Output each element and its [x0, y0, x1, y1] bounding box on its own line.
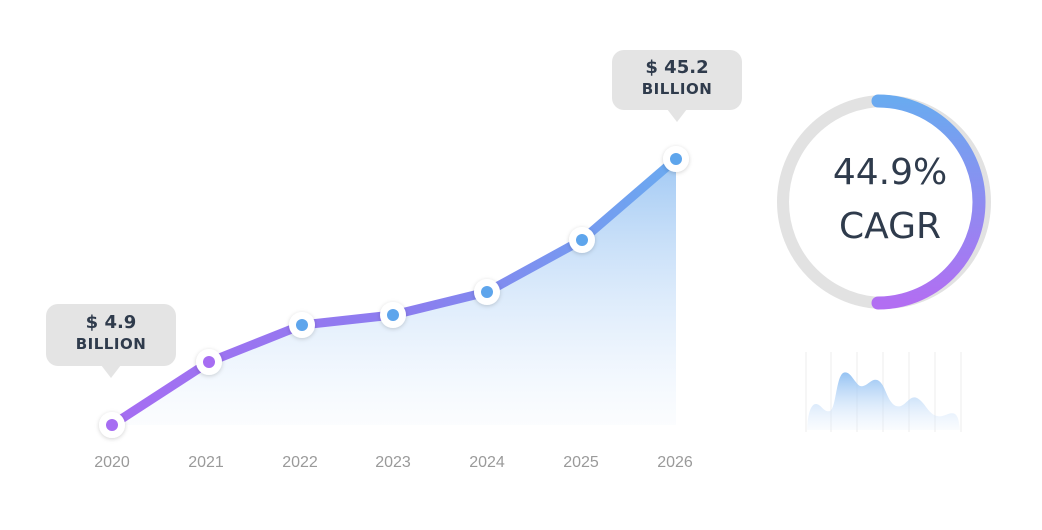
- x-tick-2024: 2024: [469, 454, 505, 471]
- callout-end-value: $ 45.2 BILLION: [612, 50, 742, 122]
- cagr-value: 44.9%: [832, 152, 948, 193]
- marker-2020[interactable]: [99, 412, 125, 438]
- marker-2024[interactable]: [474, 279, 500, 305]
- x-tick-2025: 2025: [563, 454, 599, 471]
- marker-2022[interactable]: [289, 312, 315, 338]
- data-markers: [99, 146, 689, 438]
- callout-start-value: $ 4.9 BILLION: [46, 304, 176, 378]
- x-tick-2023: 2023: [375, 454, 411, 471]
- cagr-gauge: [777, 94, 991, 310]
- marker-2025[interactable]: [569, 227, 595, 253]
- marker-2026[interactable]: [663, 146, 689, 172]
- cagr-label: CAGR: [838, 206, 942, 247]
- callout-end-unit: BILLION: [641, 80, 713, 98]
- marker-2021[interactable]: [196, 349, 222, 375]
- callout-start-unit: BILLION: [75, 335, 147, 353]
- mini-area-chart: [805, 352, 962, 432]
- marker-2023[interactable]: [380, 302, 406, 328]
- x-tick-2020: 2020: [94, 454, 130, 471]
- area-fill: [112, 159, 676, 425]
- x-tick-2022: 2022: [282, 454, 318, 471]
- x-tick-2021: 2021: [188, 454, 224, 471]
- callout-start-amount: $ 4.9: [85, 312, 137, 333]
- x-tick-2026: 2026: [657, 454, 693, 471]
- callout-end-amount: $ 45.2: [645, 57, 709, 78]
